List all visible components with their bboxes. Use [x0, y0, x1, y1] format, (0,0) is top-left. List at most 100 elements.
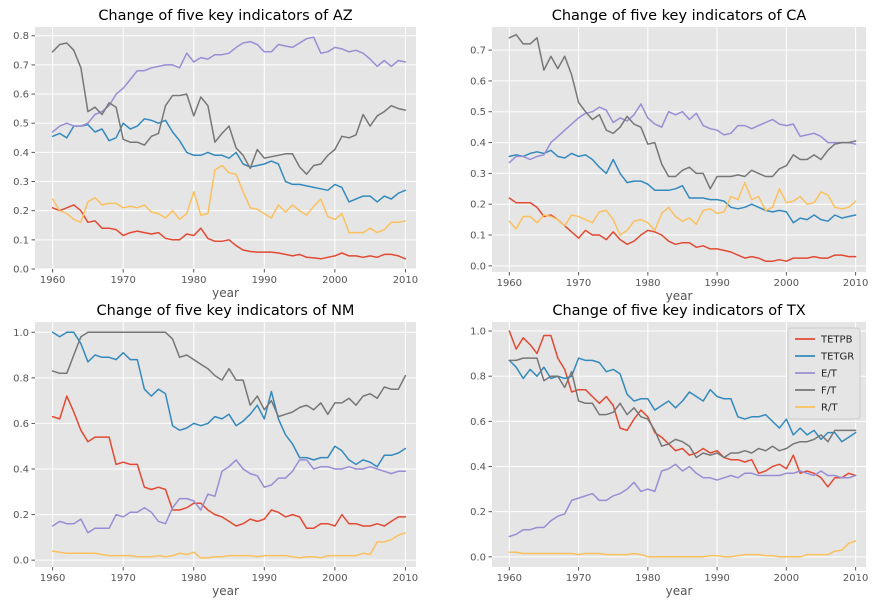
series-group — [51, 36, 407, 260]
y-tick-label: 0.8 — [13, 373, 29, 384]
x-tick-label: 1990 — [252, 573, 277, 584]
plot-area — [492, 27, 866, 272]
y-tick-label: 0.3 — [13, 177, 29, 188]
chart-panel-ca: 0.0 0.1 0.2 0.3 0.4 0.5 0.6 0.7 1960 1970 1980 1990… — [470, 8, 868, 303]
x-tick-label: 2000 — [322, 275, 347, 286]
x-axis-label: year — [212, 286, 239, 300]
x-tick-label: 1970 — [566, 278, 591, 289]
x-tick-label: 2010 — [843, 278, 868, 289]
y-tick-label: 0.8 — [470, 372, 486, 383]
x-tick-label: 2000 — [774, 278, 799, 289]
y-tick-label: 0.7 — [470, 46, 486, 57]
series-line-r-t — [51, 164, 407, 234]
chart-title: Change of five key indicators of NM — [97, 303, 355, 319]
chart-panel-tx: 0.0 0.2 0.4 0.6 0.8 1.0 1960 1970 1980 1990 2000 20… — [470, 303, 868, 598]
y-tick-label: 0.1 — [470, 231, 486, 242]
x-tick-label: 1990 — [704, 278, 729, 289]
y-tick-label: 0.2 — [13, 510, 29, 521]
legend-label-r-t: R/T — [821, 403, 838, 414]
x-axis-label: year — [666, 289, 693, 303]
series-line-tetpb — [51, 395, 407, 530]
chart-title: Change of five key indicators of TX — [552, 303, 805, 319]
plot-area — [35, 322, 416, 567]
x-tick-label: 1970 — [566, 573, 591, 584]
y-tick-label: 0.4 — [13, 148, 29, 159]
chart-title: Change of five key indicators of AZ — [98, 8, 352, 24]
y-tick-label: 0.0 — [13, 556, 29, 567]
y-tick-label: 1.0 — [13, 328, 29, 339]
series-line-e-t — [508, 463, 857, 538]
series-line-tetpb — [508, 330, 857, 488]
y-tick-label: 0.2 — [470, 200, 486, 211]
y-tick-label: 0.5 — [13, 119, 29, 130]
x-tick-label: 2000 — [774, 573, 799, 584]
y-tick-label: 0.6 — [13, 419, 29, 430]
x-tick-label: 1980 — [635, 573, 660, 584]
series-line-f-t — [51, 42, 407, 175]
y-tick-label: 0.4 — [13, 465, 29, 476]
series-group — [51, 331, 407, 559]
x-tick-label: 2010 — [393, 573, 418, 584]
series-group — [508, 330, 857, 558]
x-axis-label: year — [212, 584, 239, 598]
series-line-f-t — [51, 331, 407, 418]
chart-panel-az: 0.0 0.1 0.2 0.3 0.4 0.5 0.6 0.7 0.8 1960 1970 1980 1… — [13, 8, 418, 300]
series-line-f-t — [508, 357, 857, 459]
series-line-tetgr — [51, 331, 407, 468]
series-line-r-t — [508, 540, 857, 558]
x-tick-label: 1960 — [40, 573, 65, 584]
y-tick-label: 0.4 — [470, 138, 486, 149]
series-line-e-t — [51, 36, 407, 133]
chart-panel-nm: 0.0 0.2 0.4 0.6 0.8 1.0 1960 1970 1980 1990 2000 20… — [13, 303, 418, 598]
legend-frame — [787, 327, 861, 420]
legend-label-tetpb: TETPB — [820, 335, 853, 346]
x-tick-label: 1990 — [704, 573, 729, 584]
series-line-e-t — [51, 459, 407, 534]
y-tick-label: 0.2 — [13, 206, 29, 217]
x-tick-label: 1980 — [181, 275, 206, 286]
y-tick-label: 0.6 — [13, 90, 29, 101]
y-tick-label: 0.4 — [470, 462, 486, 473]
series-group — [508, 33, 857, 262]
x-tick-label: 1960 — [40, 275, 65, 286]
grid: 0.0 0.1 0.2 0.3 0.4 0.5 0.6 0.7 0.8 1960 1970 1980 1… — [13, 27, 418, 286]
y-tick-label: 0.2 — [470, 507, 486, 518]
series-line-tetgr — [508, 357, 857, 443]
legend-label-tetgr: TETGR — [820, 352, 854, 363]
series-line-r-t — [51, 532, 407, 559]
x-axis-label: year — [666, 584, 693, 598]
y-tick-label: 0.0 — [470, 261, 486, 272]
y-tick-label: 0.5 — [470, 107, 486, 118]
x-tick-label: 2010 — [843, 573, 868, 584]
chart-title: Change of five key indicators of CA — [552, 8, 807, 24]
legend-label-e-t: E/T — [821, 369, 838, 380]
x-tick-label: 1980 — [635, 278, 660, 289]
x-tick-label: 2010 — [393, 275, 418, 286]
x-tick-label: 1970 — [110, 573, 135, 584]
series-line-f-t — [508, 33, 857, 190]
y-tick-label: 1.0 — [470, 327, 486, 338]
series-line-e-t — [508, 103, 857, 164]
y-tick-label: 0.6 — [470, 76, 486, 87]
y-tick-label: 0.0 — [13, 265, 29, 276]
legend: TETPB TETGR E/T F/T R/T — [787, 327, 861, 420]
y-tick-label: 0.1 — [13, 235, 29, 246]
series-line-r-t — [508, 181, 857, 236]
y-tick-label: 0.8 — [13, 31, 29, 42]
x-tick-label: 1990 — [252, 275, 277, 286]
x-tick-label: 1960 — [497, 573, 522, 584]
series-line-tetgr — [508, 149, 857, 224]
series-line-tetgr — [51, 118, 407, 203]
y-tick-label: 0.7 — [13, 60, 29, 71]
plot-area — [35, 27, 416, 269]
legend-label-f-t: F/T — [821, 386, 837, 397]
x-tick-label: 2000 — [322, 573, 347, 584]
x-tick-label: 1970 — [110, 275, 135, 286]
y-tick-label: 0.6 — [470, 417, 486, 428]
series-line-tetpb — [508, 197, 857, 262]
x-tick-label: 1980 — [181, 573, 206, 584]
series-line-tetpb — [51, 204, 407, 260]
y-tick-label: 0.3 — [470, 169, 486, 180]
x-tick-label: 1960 — [497, 278, 522, 289]
